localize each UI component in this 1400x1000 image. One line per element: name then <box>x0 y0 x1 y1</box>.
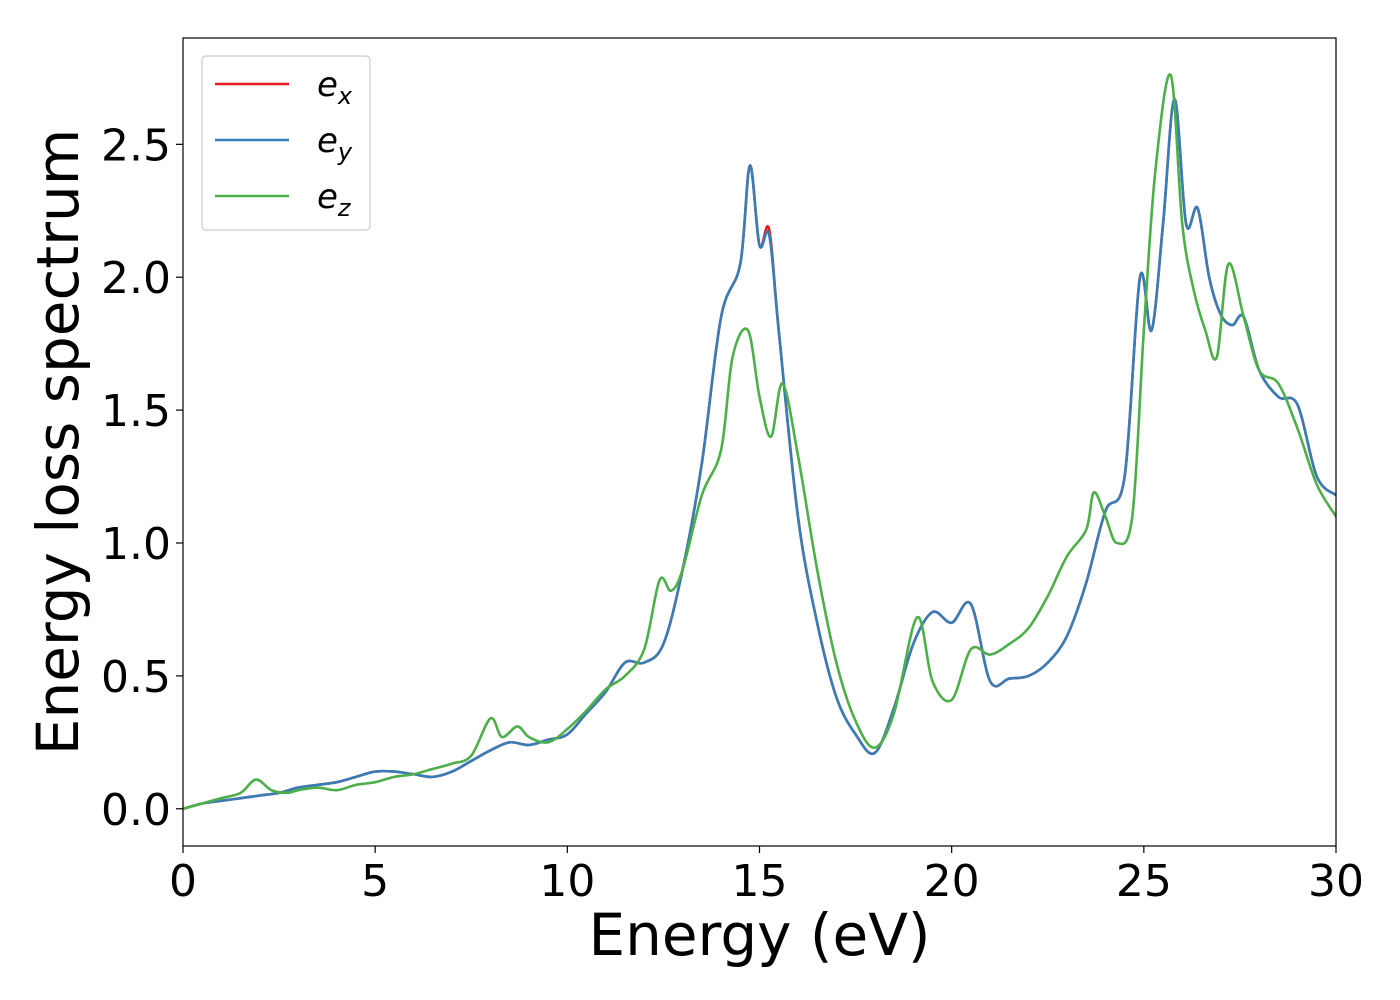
legend-label-e-y: ey <box>317 121 353 166</box>
y-tick-label: 1.0 <box>101 519 171 570</box>
legend: ex ey ez <box>201 55 371 231</box>
y-tick-label: 2.5 <box>101 120 171 171</box>
y-tick-label: 0.5 <box>101 652 171 703</box>
x-tick-label: 10 <box>539 856 595 907</box>
legend-box <box>201 55 371 231</box>
x-axis: 0 5 10 15 20 25 30 <box>169 846 1364 907</box>
y-tick-label: 1.5 <box>101 386 171 437</box>
x-tick-label: 25 <box>1116 856 1172 907</box>
series-line-e-z <box>183 73 1336 811</box>
x-tick-label: 30 <box>1308 856 1364 907</box>
y-tick-label: 2.0 <box>101 253 171 304</box>
series-layer <box>183 73 1336 811</box>
y-tick-label: 0.0 <box>101 785 171 836</box>
x-tick-label: 15 <box>732 856 788 907</box>
x-tick-label: 5 <box>361 856 389 907</box>
x-axis-title: Energy (eV) <box>588 901 930 969</box>
x-tick-label: 0 <box>169 856 197 907</box>
y-axis: 0.0 0.5 1.0 1.5 2.0 2.5 <box>101 120 183 836</box>
x-tick-label: 20 <box>924 856 980 907</box>
legend-label-e-x: ex <box>317 65 353 110</box>
y-axis-title: Energy loss spectrum <box>24 129 92 755</box>
legend-label-e-z: ez <box>317 177 352 222</box>
